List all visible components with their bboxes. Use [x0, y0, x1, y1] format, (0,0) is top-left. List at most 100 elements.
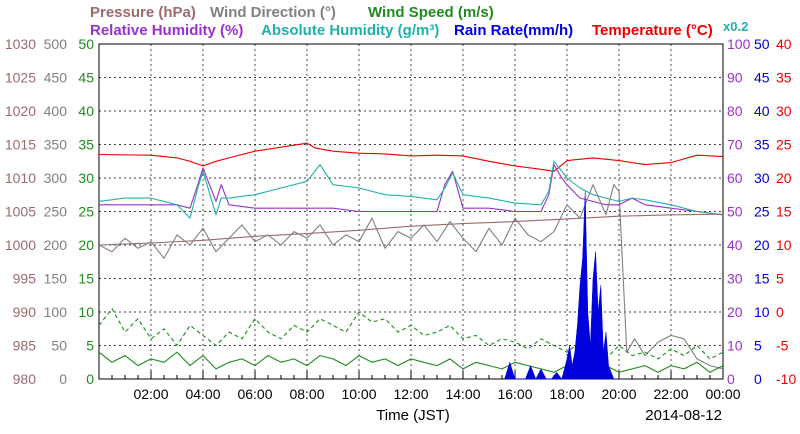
x-tick-label: 02:00 [133, 386, 168, 402]
y-tick-wind-speed: 50 [78, 36, 94, 52]
y-tick-humidity: 100 [727, 36, 751, 52]
y-tick-wind-speed: 45 [78, 70, 94, 86]
y-tick-wind-dir: 0 [59, 371, 67, 387]
x-tick-label: 14:00 [445, 386, 480, 402]
series-wind-direction [98, 184, 724, 370]
y-tick-pressure: 1000 [5, 237, 36, 253]
y-tick-temperature: 5 [776, 271, 784, 287]
legend-absolute-humidity: Absolute Humidity (g/m³) [261, 22, 439, 39]
series-temperature-c [98, 142, 724, 172]
x-tick-label: 00:00 [705, 386, 740, 402]
y-tick-rain: 10 [754, 304, 770, 320]
y-tick-rain: 30 [754, 170, 770, 186]
y-tick-rain: 35 [754, 137, 770, 153]
y-tick-wind-dir: 200 [44, 237, 68, 253]
y-tick-humidity: 80 [727, 103, 743, 119]
x-tick-label: 10:00 [341, 386, 376, 402]
y-tick-temperature: 30 [776, 103, 792, 119]
y-tick-wind-dir: 300 [44, 170, 68, 186]
y-tick-rain: 50 [754, 36, 770, 52]
y-tick-rain: 15 [754, 271, 770, 287]
x-tick-label: 08:00 [289, 386, 324, 402]
y-tick-temperature: 35 [776, 70, 792, 86]
series-wind-speed-m-s [98, 351, 724, 373]
y-tick-pressure: 1010 [5, 170, 36, 186]
y-tick-wind-dir: 50 [51, 338, 67, 354]
y-tick-temperature: 15 [776, 204, 792, 220]
date-label: 2014-08-12 [645, 407, 722, 424]
legend-wind-speed: Wind Speed (m/s) [368, 4, 494, 21]
legend-wind-direction: Wind Direction (°) [210, 4, 336, 21]
legend-rain-rate: Rain Rate(mm/h) [454, 22, 573, 39]
y-tick-pressure: 1030 [5, 36, 36, 52]
y-tick-temperature: 40 [776, 36, 792, 52]
series-rain-rate-mm-h [504, 191, 619, 380]
y-tick-humidity: 20 [727, 304, 743, 320]
y-tick-humidity: 90 [727, 70, 743, 86]
y-tick-rain: 40 [754, 103, 770, 119]
legend-relative-humidity: Relative Humidity (%) [90, 22, 243, 39]
y-tick-wind-dir: 350 [44, 137, 68, 153]
y-tick-wind-dir: 500 [44, 36, 68, 52]
series-relative-humidity [99, 164, 724, 216]
y-tick-temperature: -5 [776, 338, 789, 354]
y-tick-humidity: 70 [727, 137, 743, 153]
y-tick-temperature: 10 [776, 237, 792, 253]
y-tick-rain: 45 [754, 70, 770, 86]
y-tick-humidity: 30 [727, 271, 743, 287]
legend-row-2: Relative Humidity (%) Absolute Humidity … [90, 19, 748, 39]
y-tick-wind-dir: 250 [44, 204, 68, 220]
y-tick-temperature: 0 [776, 304, 784, 320]
y-tick-pressure: 1015 [5, 137, 36, 153]
y-tick-pressure: 985 [13, 338, 37, 354]
y-tick-humidity: 40 [727, 237, 743, 253]
legend-multiplier: x0.2 [723, 19, 748, 34]
y-tick-humidity: 0 [727, 371, 735, 387]
x-tick-label: 06:00 [237, 386, 272, 402]
y-tick-wind-speed: 40 [78, 103, 94, 119]
y-tick-rain: 5 [754, 338, 762, 354]
y-tick-wind-speed: 15 [78, 271, 94, 287]
y-tick-wind-speed: 30 [78, 170, 94, 186]
y-tick-wind-dir: 150 [44, 271, 68, 287]
series-layer [98, 142, 724, 380]
x-axis-label: Time (JST) [376, 407, 450, 424]
x-tick-label: 12:00 [393, 386, 428, 402]
axes: 9809859909951000100510101015102010251030… [5, 36, 797, 402]
y-tick-humidity: 10 [727, 338, 743, 354]
legend-pressure: Pressure (hPa) [90, 4, 196, 21]
y-tick-wind-speed: 0 [86, 371, 94, 387]
legend-temperature: Temperature (°C) [592, 22, 713, 39]
y-tick-wind-speed: 20 [78, 237, 94, 253]
y-tick-wind-speed: 5 [86, 338, 94, 354]
y-tick-wind-speed: 10 [78, 304, 94, 320]
series-absolute-humidity-g-m [98, 160, 724, 219]
y-tick-temperature: 20 [776, 170, 792, 186]
legend-row-1: Pressure (hPa) Wind Direction (°) Wind S… [90, 4, 494, 21]
y-tick-wind-speed: 25 [78, 204, 94, 220]
y-tick-temperature: -10 [776, 371, 796, 387]
y-tick-rain: 25 [754, 204, 770, 220]
y-tick-wind-speed: 35 [78, 137, 94, 153]
y-tick-pressure: 1020 [5, 103, 36, 119]
y-tick-temperature: 25 [776, 137, 792, 153]
x-tick-label: 16:00 [497, 386, 532, 402]
y-tick-pressure: 1005 [5, 204, 36, 220]
y-tick-humidity: 50 [727, 204, 743, 220]
y-tick-humidity: 60 [727, 170, 743, 186]
y-tick-wind-dir: 450 [44, 70, 68, 86]
x-tick-label: 18:00 [549, 386, 584, 402]
series-pressure-hpa [98, 213, 724, 246]
series-wind-speed-gust-m-s [98, 308, 724, 360]
x-tick-label: 20:00 [601, 386, 636, 402]
y-tick-pressure: 990 [13, 304, 37, 320]
x-tick-label: 04:00 [185, 386, 220, 402]
y-tick-wind-dir: 100 [44, 304, 68, 320]
x-tick-label: 22:00 [653, 386, 688, 402]
y-tick-rain: 0 [754, 371, 762, 387]
y-tick-rain: 20 [754, 237, 770, 253]
y-tick-pressure: 980 [13, 371, 37, 387]
y-tick-pressure: 995 [13, 271, 37, 287]
y-tick-wind-dir: 400 [44, 103, 68, 119]
